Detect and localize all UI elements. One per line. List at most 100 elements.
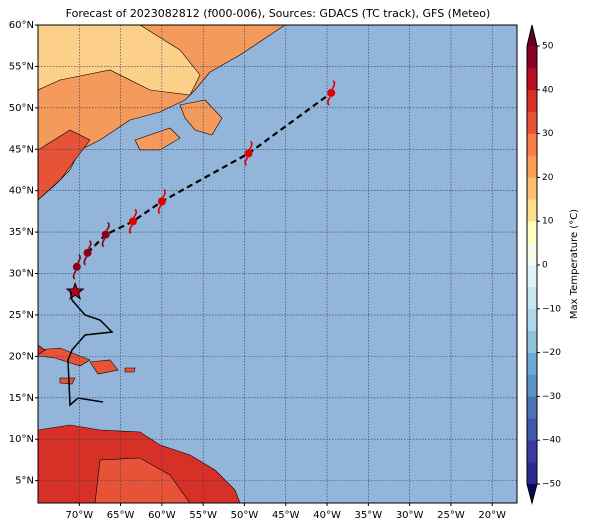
colorbar-tick-label: 40 bbox=[542, 85, 554, 95]
storm-eye bbox=[327, 88, 336, 97]
puerto-rico bbox=[124, 367, 136, 373]
y-tick-label: 50°N bbox=[9, 103, 34, 114]
south-america-cool bbox=[94, 457, 191, 503]
storm-arm bbox=[87, 240, 92, 250]
colorbar-bin bbox=[527, 67, 537, 91]
storm-eye bbox=[72, 262, 81, 271]
storm-arm bbox=[162, 188, 166, 198]
north-america-cool bbox=[38, 25, 201, 96]
storm-arm bbox=[327, 96, 331, 106]
storm-eye bbox=[244, 149, 253, 158]
colorbar-bin bbox=[527, 396, 537, 419]
x-tick-label: 40°W bbox=[313, 510, 341, 521]
colorbar-under bbox=[527, 484, 537, 503]
storm-arm bbox=[106, 221, 110, 232]
grid bbox=[38, 24, 517, 503]
colorbar-bin bbox=[527, 221, 537, 244]
colorbar-bin bbox=[527, 177, 537, 200]
storm-symbol bbox=[157, 188, 166, 215]
y-tick-label: 35°N bbox=[9, 227, 34, 238]
jamaica bbox=[59, 377, 76, 385]
colorbar-tick-label: 50 bbox=[542, 42, 554, 52]
nova-scotia bbox=[134, 127, 181, 151]
storm-eye bbox=[101, 230, 110, 239]
storm-symbol bbox=[83, 240, 92, 266]
colorbar-bin bbox=[527, 308, 537, 331]
colorbar-bin bbox=[527, 199, 537, 222]
cuba bbox=[38, 347, 91, 367]
storm-arm bbox=[101, 238, 106, 248]
storm-eye bbox=[83, 248, 92, 257]
florida-tip bbox=[38, 344, 46, 356]
storm-arm bbox=[72, 270, 77, 280]
storm-arm bbox=[83, 256, 88, 266]
y-tick-label: 25°N bbox=[9, 310, 34, 321]
x-tick-label: 70°W bbox=[65, 510, 93, 521]
colorbar-bin bbox=[527, 352, 537, 375]
y-tick-label: 60°N bbox=[9, 20, 34, 31]
colorbar: 50 40 30 20 10 0 −10 −20 −30 −40 −50 bbox=[526, 24, 561, 505]
x-tick-label: 50°W bbox=[231, 510, 259, 521]
y-tick-label: 45°N bbox=[9, 144, 34, 155]
past-track bbox=[67, 289, 114, 407]
colorbar-bin bbox=[527, 330, 537, 353]
colorbar-tick-label: 0 bbox=[542, 261, 548, 271]
storm-arm bbox=[248, 140, 253, 150]
storm-symbol bbox=[244, 140, 253, 167]
newfoundland bbox=[179, 99, 223, 136]
colorbar-tick-label: 30 bbox=[542, 129, 554, 139]
colorbar-bin bbox=[527, 440, 537, 463]
storm-symbol bbox=[72, 254, 81, 280]
colorbar-bin bbox=[527, 374, 537, 397]
colorbar-tick-label: 10 bbox=[542, 217, 554, 227]
storm-arm bbox=[128, 224, 133, 235]
colorbar-bin bbox=[527, 133, 537, 156]
y-tick-label: 10°N bbox=[9, 434, 34, 445]
colorbar-tick-label: −10 bbox=[542, 304, 561, 314]
x-tick-label: 20°W bbox=[478, 510, 506, 521]
land bbox=[38, 25, 286, 503]
forecast-track bbox=[86, 92, 332, 254]
storm-arm bbox=[331, 80, 336, 90]
colorbar-tick-label: 20 bbox=[542, 173, 554, 183]
map-title: Forecast of 2023082812 (f000-006), Sourc… bbox=[66, 7, 491, 20]
colorbar-bin bbox=[527, 265, 537, 288]
colorbar-bin bbox=[527, 89, 537, 112]
x-tick-label: 65°W bbox=[107, 510, 135, 521]
colorbar-bin bbox=[527, 286, 537, 310]
current-position bbox=[65, 281, 85, 300]
y-tick-label: 20°N bbox=[9, 351, 34, 362]
storm-arm bbox=[77, 254, 81, 264]
y-tick-label: 55°N bbox=[9, 61, 34, 72]
storm-symbol bbox=[327, 80, 336, 106]
storm-arm bbox=[157, 205, 162, 215]
storm-eye bbox=[128, 217, 137, 226]
colorbar-label: Max Temperature (°C) bbox=[569, 209, 580, 319]
colorbar-bin bbox=[527, 46, 537, 69]
x-tick-label: 25°W bbox=[437, 510, 465, 521]
map-frame bbox=[37, 24, 518, 504]
x-tick-label: 55°W bbox=[189, 510, 217, 521]
x-tick-label: 60°W bbox=[148, 510, 176, 521]
hispaniola bbox=[89, 359, 119, 375]
y-tick-label: 30°N bbox=[9, 269, 34, 280]
storm-arm bbox=[244, 156, 249, 167]
colorbar-bin bbox=[527, 418, 537, 441]
colorbar-tick-label: −50 bbox=[542, 480, 561, 490]
colorbar-bin bbox=[527, 111, 537, 134]
track bbox=[65, 80, 336, 300]
colorbar-bin bbox=[527, 155, 537, 178]
y-tick-label: 5°N bbox=[15, 476, 34, 487]
colorbar-tick-label: −30 bbox=[542, 392, 561, 402]
y-tick-label: 40°N bbox=[9, 186, 34, 197]
storm-symbol bbox=[128, 208, 138, 235]
us-coast-warm bbox=[38, 129, 91, 201]
colorbar-bin bbox=[527, 462, 537, 485]
storm-symbol bbox=[101, 221, 110, 248]
y-tick-label: 15°N bbox=[9, 393, 34, 404]
storm-eye bbox=[157, 197, 166, 206]
x-tick-label: 30°W bbox=[396, 510, 424, 521]
x-tick-label: 45°W bbox=[272, 510, 300, 521]
